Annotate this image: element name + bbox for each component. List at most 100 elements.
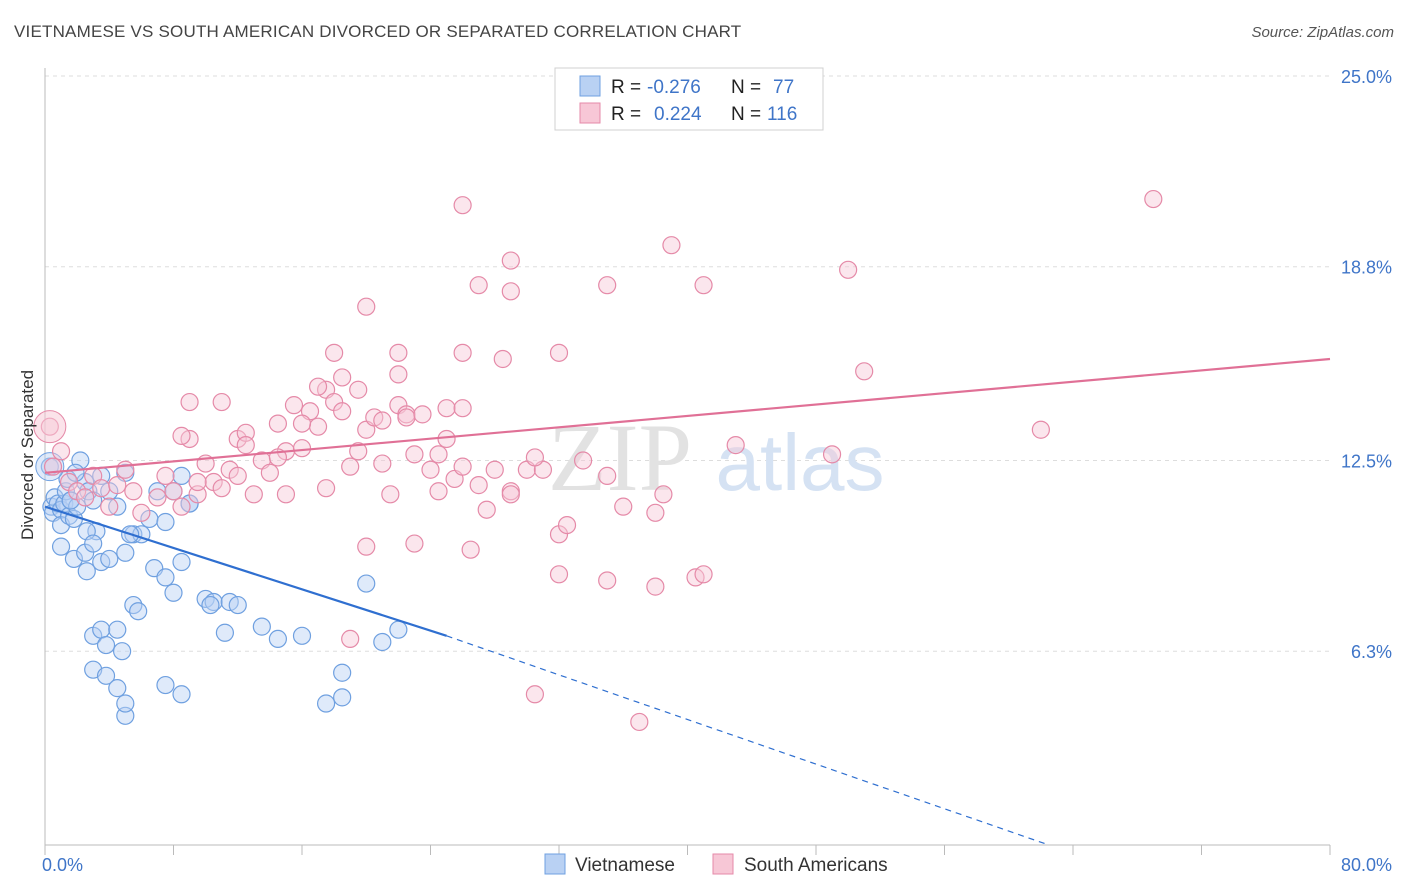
point-0-76 [333,663,352,682]
legend-bottom-swatch-blue [544,853,566,875]
legend-swatch-blue [579,75,601,97]
point-1-94 [646,503,665,522]
point-1-82 [598,276,617,295]
point-1-105 [646,577,665,596]
points-south-americans [33,189,1163,732]
point-1-81 [501,251,520,270]
point-1-96 [726,436,745,455]
point-1-38 [349,442,368,461]
point-1-11 [124,482,143,501]
point-1-70 [413,405,432,424]
legend-bottom: Vietnamese South Americans [544,853,888,876]
point-1-80 [501,282,520,301]
point-1-24 [236,423,255,442]
point-0-75 [389,620,408,639]
trend-line-vietnamese [44,505,447,637]
y-tick-label-3: 25.0% [1341,67,1392,87]
point-0-38 [84,534,103,553]
point-1-108 [341,629,360,649]
point-1-101 [405,534,424,553]
point-1-36 [333,402,352,421]
point-0-74 [373,632,392,652]
point-0-41 [116,543,135,562]
point-1-90 [557,515,577,535]
point-1-15 [164,482,183,501]
point-1-60 [212,392,231,412]
point-1-18 [188,485,207,504]
point-1-47 [429,482,448,501]
point-1-58 [172,426,191,445]
point-0-47 [172,552,191,572]
point-1-51 [469,476,488,495]
point-1-66 [349,380,368,399]
legend-r-value-1: 0.224 [654,104,702,125]
point-0-50 [204,592,223,612]
point-0-19 [61,491,80,510]
point-0-73 [357,574,376,593]
point-1-41 [373,454,392,473]
point-1-27 [260,463,279,482]
point-0-34 [51,537,71,556]
legend-n-label-0: N = [731,77,761,98]
point-1-33 [308,417,328,436]
point-1-69 [397,408,416,427]
x-tick-label-0: 0.0% [42,855,83,875]
point-1-89 [525,448,545,467]
point-1-59 [180,392,199,412]
watermark-atlas: atlas [716,418,885,507]
point-0-29 [148,482,167,501]
axes [44,68,1331,855]
point-1-61 [236,436,255,455]
point-1-115 [429,445,448,464]
point-1-8 [100,497,119,516]
point-1-72 [453,399,472,418]
point-1-107 [694,565,713,584]
point-1-14 [156,466,175,485]
point-0-54 [92,620,111,639]
point-0-20 [66,463,85,482]
point-0-72 [333,688,352,707]
chart-title: VIETNAMESE VS SOUTH AMERICAN DIVORCED OR… [14,22,742,41]
point-1-50 [453,457,472,476]
point-1-104 [598,571,617,590]
point-0-60 [215,623,234,642]
point-0-46 [164,583,183,602]
point-0-67 [116,706,135,725]
point-0-32 [172,466,191,485]
legend-r-label-0: R = [611,77,641,98]
point-1-63 [292,414,312,433]
point-0-65 [96,666,116,685]
y-axis-label: Divorced or Separated [18,370,37,540]
y-tick-label-1: 12.5% [1341,452,1392,472]
point-1-111 [188,472,207,492]
point-0-37 [77,562,96,581]
point-0-40 [100,549,119,569]
point-1-21 [212,479,231,498]
point-0-62 [268,629,288,649]
point-1-83 [662,236,681,255]
trend-line-vietnamese-extension [446,635,1050,846]
point-1-87 [1144,189,1163,209]
point-1-67 [373,411,392,430]
point-0-69 [156,675,175,695]
legend-swatch-pink [579,102,601,124]
point-1-7 [92,479,111,498]
point-1-110 [630,712,649,732]
point-0-63 [292,626,312,645]
legend-n-label-1: N = [731,104,761,125]
point-1-45 [405,445,424,464]
point-0-61 [252,617,271,636]
point-1-52 [477,500,496,519]
legend-n-value-1: 116 [767,104,797,125]
point-1-30 [284,396,304,415]
legend-bottom-swatch-pink [712,853,734,875]
legend-r-label-1: R = [611,104,641,125]
point-0-56 [108,620,127,639]
point-1-84 [694,276,713,295]
point-1-68 [389,365,408,384]
point-1-5 [76,488,95,507]
trend-lines [44,357,1331,846]
point-1-10 [116,460,135,479]
point-1-93 [614,497,633,516]
point-0-58 [129,602,148,621]
